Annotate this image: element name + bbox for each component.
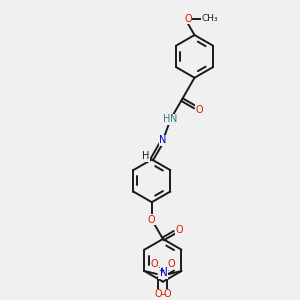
Text: O: O (154, 290, 162, 299)
Text: +: + (162, 266, 168, 275)
Text: O: O (196, 105, 203, 115)
Text: H: H (163, 114, 171, 124)
Text: −: − (159, 290, 166, 299)
Text: O: O (151, 259, 158, 269)
Text: N: N (160, 268, 167, 278)
Text: O: O (175, 225, 183, 235)
Text: N: N (159, 135, 167, 145)
Text: −: − (160, 290, 167, 299)
Text: +: + (158, 266, 164, 275)
Text: O: O (164, 290, 171, 299)
Text: O: O (148, 215, 156, 225)
Text: H: H (142, 152, 150, 161)
Text: O: O (167, 259, 175, 269)
Text: N: N (158, 268, 166, 278)
Text: O: O (184, 14, 192, 24)
Text: N: N (170, 114, 178, 124)
Text: CH₃: CH₃ (201, 14, 218, 23)
